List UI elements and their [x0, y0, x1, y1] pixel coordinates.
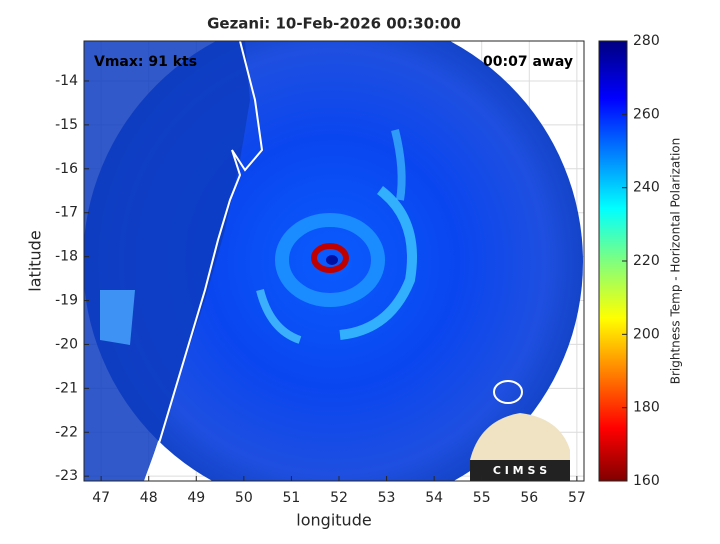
rainband	[391, 129, 406, 201]
colorbar-tick-label: 260	[633, 106, 660, 122]
x-tick-label: 50	[235, 490, 253, 506]
y-tick-label: -14	[55, 73, 78, 89]
island	[493, 380, 523, 404]
y-tick-label: -21	[55, 380, 78, 396]
y-tick-label: -17	[55, 205, 78, 221]
x-tick-label: 51	[283, 490, 301, 506]
swath-edge	[100, 290, 135, 345]
colorbar-tick-label: 180	[633, 400, 660, 416]
land	[84, 41, 250, 481]
eye	[326, 255, 338, 265]
y-tick-label: -20	[55, 336, 78, 352]
colorbar-tick-label: 280	[633, 33, 660, 49]
colorbar-tick-label: 240	[633, 180, 660, 196]
plot-frame	[83, 40, 585, 482]
logo-band	[470, 460, 570, 481]
x-tick-label: 47	[92, 490, 110, 506]
annotation: Vmax: 91 kts	[94, 54, 197, 70]
imagery	[84, 41, 583, 481]
logo-text: C I M S S	[493, 464, 547, 477]
y-tick-label: -18	[55, 249, 78, 265]
x-tick-label: 52	[330, 490, 348, 506]
colorbar-tick-label: 160	[633, 473, 660, 489]
eyewall-outer	[275, 213, 385, 307]
y-tick-label: -22	[55, 424, 78, 440]
y-tick-label: -15	[55, 117, 78, 133]
y-axis-label: latitude	[26, 230, 45, 291]
x-tick-label: 49	[187, 490, 205, 506]
x-axis-label: longitude	[296, 511, 371, 530]
y-tick-label: -23	[55, 468, 78, 484]
colorbar-tick-label: 200	[633, 326, 660, 342]
x-tick-label: 56	[520, 490, 538, 506]
x-tick-label: 53	[378, 490, 396, 506]
colorbar-tick-label: 220	[633, 253, 660, 269]
colorbar-label: Brightness Temp - Horizontal Polarizatio…	[669, 138, 683, 385]
annotation: 00:07 away	[483, 54, 573, 70]
x-tick-label: 57	[568, 490, 586, 506]
y-tick-label: -19	[55, 293, 78, 309]
rainband	[339, 186, 417, 340]
eyewall	[311, 243, 349, 273]
x-tick-label: 54	[425, 490, 443, 506]
y-tick-label: -16	[55, 161, 78, 177]
coastline	[144, 41, 264, 481]
x-tick-label: 48	[140, 490, 158, 506]
x-tick-label: 55	[473, 490, 491, 506]
rainband	[256, 288, 302, 344]
chart-title: Gezani: 10-Feb-2026 00:30:00	[207, 15, 461, 33]
